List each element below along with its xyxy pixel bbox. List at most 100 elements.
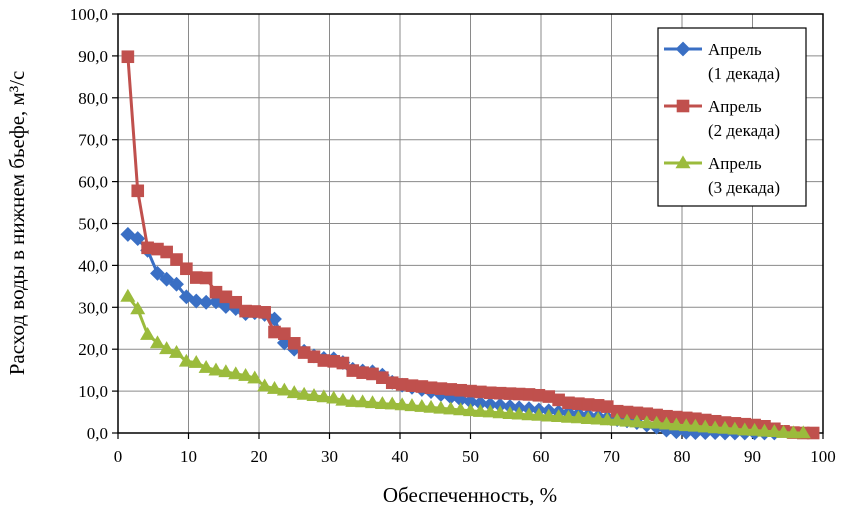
data-point [168,344,185,358]
data-point [287,337,301,350]
legend-box [657,27,807,207]
data-point [717,420,733,434]
data-point [159,271,175,287]
data-point [130,301,146,315]
data-point [590,411,606,425]
legend-swatch-marker [675,41,691,57]
data-point [472,404,488,417]
data-point [364,395,381,409]
data-point [228,366,244,380]
legend-item-2: Апрель (2 декада) [664,97,780,140]
y-tick-label: 80,0 [78,89,108,108]
legend-label-line2: (1 декада) [708,64,780,83]
series-2 [121,50,820,440]
data-point [511,406,527,420]
data-point [188,293,204,309]
data-point [785,425,801,439]
data-point [229,295,243,309]
data-point [218,364,234,378]
data-point [609,412,625,426]
data-point [766,424,782,438]
y-tick-label: 20,0 [78,340,108,359]
data-point [668,417,684,431]
data-point [658,416,675,430]
data-point [453,402,469,416]
y-tick-label: 60,0 [78,173,108,192]
data-point [326,390,342,404]
x-tick-label: 20 [251,447,268,466]
data-point [159,341,175,355]
data-point [580,411,596,425]
data-point [266,380,283,394]
data-point [502,406,518,420]
data-point [306,388,322,402]
data-point [541,408,557,422]
y-tick-label: 10,0 [78,382,108,401]
data-point [276,382,292,396]
series-layer [120,50,820,441]
data-point [208,362,224,376]
y-tick-label: 50,0 [78,215,108,234]
data-point [238,368,254,381]
x-tick-label: 80 [674,447,691,466]
data-point [278,327,291,340]
y-tick-label: 100,0 [70,5,108,24]
data-point [286,385,302,399]
data-point [619,413,635,427]
data-point [150,265,165,281]
data-point [394,397,410,411]
data-point [121,50,135,64]
data-point [756,423,773,437]
data-point [345,393,361,407]
data-point [149,335,166,349]
data-point [492,405,508,419]
data-point [178,353,194,367]
data-point [678,418,694,432]
data-point [423,399,439,413]
legend-label: Апрель [708,154,762,173]
legend-label: Апрель [708,97,762,116]
data-point [570,410,586,424]
legend-swatch-marker [675,155,691,169]
data-point [414,399,430,412]
data-point [130,231,146,247]
data-point [131,184,145,198]
x-tick-label: 50 [462,447,479,466]
legend-item-1: Апрель (1 декада) [664,40,780,83]
data-point [374,396,390,409]
y-tick-label: 90,0 [78,47,108,66]
data-point [384,396,400,410]
data-point [795,425,811,439]
data-point [560,409,577,423]
data-point [247,370,263,384]
data-point [639,415,655,429]
data-point [727,421,743,435]
data-point [140,326,156,340]
y-tick-label: 40,0 [78,256,108,275]
data-point [482,404,498,418]
data-point [775,424,792,438]
data-point [629,414,645,428]
x-tick-label: 70 [603,447,620,466]
data-point [336,356,350,370]
x-tick-label: 100 [810,447,836,466]
legend-label-line2: (3 декада) [708,178,780,197]
data-point [531,407,547,421]
legend: Апрель (1 декада) Апрель (2 декада) Апрель (3… [657,27,807,207]
y-tick-label: 30,0 [78,298,108,317]
y-tick-label: 0,0 [87,424,108,443]
data-point [188,355,204,368]
data-point [355,394,371,408]
data-point [707,420,723,434]
x-tick-label: 0 [114,447,123,466]
data-point [258,306,271,319]
x-tick-label: 30 [321,447,338,466]
legend-item-3: Апрель (3 декада) [664,154,780,197]
data-point [335,392,351,406]
data-point [443,401,459,415]
x-axis-title: Обеспеченность, % [383,483,557,507]
data-point [199,271,213,285]
data-point [737,422,753,436]
data-point [180,262,193,276]
